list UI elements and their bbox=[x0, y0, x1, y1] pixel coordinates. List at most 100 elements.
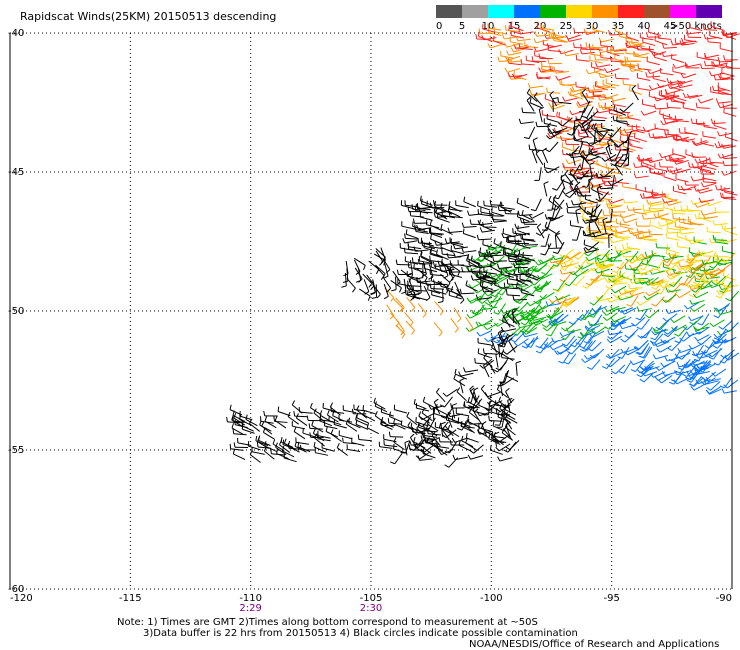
wind-barb bbox=[607, 126, 622, 138]
wind-barb bbox=[408, 444, 423, 451]
wind-barb bbox=[622, 218, 638, 224]
wind-barb bbox=[466, 416, 480, 428]
wind-barb bbox=[382, 277, 392, 293]
wind-barb bbox=[489, 261, 502, 274]
wind-barb bbox=[541, 110, 556, 118]
wind-barb bbox=[584, 194, 598, 204]
wind-barb bbox=[585, 275, 600, 286]
wind-barb bbox=[706, 226, 721, 234]
wind-barb bbox=[694, 158, 710, 164]
wind-barb bbox=[548, 215, 564, 222]
wind-barb bbox=[541, 264, 555, 276]
wind-barb bbox=[653, 52, 667, 62]
wind-barb bbox=[419, 211, 433, 221]
wind-barb bbox=[401, 221, 415, 230]
wind-barb bbox=[504, 208, 519, 215]
legend-label: 5 bbox=[459, 21, 465, 32]
wind-barb bbox=[478, 422, 492, 432]
wind-barb bbox=[633, 132, 648, 143]
wind-barb bbox=[505, 387, 512, 404]
wind-barb bbox=[640, 110, 657, 116]
wind-barb bbox=[676, 134, 690, 143]
wind-barb bbox=[477, 348, 491, 358]
wind-barb bbox=[709, 258, 723, 269]
legend-label: 30 bbox=[586, 21, 599, 32]
wind-barb bbox=[538, 106, 544, 123]
wind-barb bbox=[652, 258, 665, 271]
wind-barb bbox=[501, 202, 515, 210]
wind-barb bbox=[328, 415, 342, 426]
wind-barb bbox=[477, 200, 491, 211]
wind-barb bbox=[580, 203, 596, 209]
wind-barb bbox=[659, 153, 675, 159]
legend-swatch bbox=[696, 5, 722, 18]
wind-barb bbox=[574, 119, 580, 134]
wind-barb bbox=[560, 174, 566, 190]
wind-barb bbox=[579, 331, 596, 338]
wind-barb bbox=[444, 457, 459, 468]
wind-barb bbox=[429, 255, 444, 263]
wind-barb bbox=[293, 426, 306, 440]
wind-barb bbox=[519, 217, 535, 224]
wind-barb bbox=[721, 224, 737, 230]
wind-barb bbox=[692, 275, 707, 286]
wind-barb bbox=[654, 35, 668, 46]
wind-barb bbox=[435, 387, 446, 403]
wind-barb bbox=[577, 101, 593, 107]
wind-barb bbox=[493, 238, 506, 250]
wind-barb bbox=[599, 52, 614, 60]
wind-barb bbox=[374, 411, 387, 424]
wind-barb bbox=[232, 428, 247, 436]
wind-barb bbox=[682, 102, 697, 111]
wind-barb bbox=[390, 312, 400, 327]
wind-barb bbox=[712, 61, 728, 67]
wind-barb bbox=[663, 255, 676, 267]
wind-barb bbox=[391, 276, 397, 292]
wind-barb bbox=[702, 176, 717, 184]
wind-barb bbox=[355, 419, 369, 430]
wind-barb bbox=[649, 203, 664, 210]
wind-barb bbox=[554, 348, 570, 355]
wind-barbs bbox=[226, 21, 740, 468]
wind-barb bbox=[517, 322, 533, 329]
wind-barb bbox=[642, 126, 659, 132]
wind-barb bbox=[479, 227, 495, 233]
wind-barb bbox=[356, 412, 369, 424]
wind-barb bbox=[718, 60, 733, 69]
wind-barb bbox=[330, 429, 342, 442]
wind-barb bbox=[648, 85, 665, 91]
wind-barb bbox=[460, 421, 475, 429]
wind-barb bbox=[444, 441, 457, 454]
wind-barb bbox=[650, 328, 664, 341]
wind-barb bbox=[688, 247, 703, 257]
wind-barb bbox=[413, 246, 429, 252]
wind-barb bbox=[648, 132, 664, 139]
wind-barb bbox=[710, 118, 726, 125]
wind-barb bbox=[489, 445, 503, 455]
wind-barb bbox=[712, 338, 727, 349]
wind-barb bbox=[643, 234, 658, 242]
longitude-label: -100 bbox=[480, 593, 503, 604]
wind-barb bbox=[591, 62, 605, 71]
wind-barb bbox=[507, 256, 523, 263]
wind-barb bbox=[478, 400, 491, 411]
wind-barb bbox=[544, 221, 557, 235]
wind-barb bbox=[476, 330, 492, 337]
wind-barb bbox=[232, 448, 246, 461]
wind-barb bbox=[542, 147, 549, 164]
note-line-3: NOAA/NESDIS/Office of Research and Appli… bbox=[469, 639, 719, 650]
wind-barb bbox=[497, 205, 513, 212]
wind-barb bbox=[610, 315, 626, 323]
wind-barb bbox=[605, 348, 620, 359]
wind-barb bbox=[694, 369, 710, 375]
wind-barb bbox=[497, 56, 513, 63]
wind-barb bbox=[617, 346, 630, 359]
wind-barb bbox=[558, 351, 571, 364]
wind-barb bbox=[390, 452, 403, 465]
wind-barb bbox=[263, 410, 278, 417]
wind-barb bbox=[668, 113, 684, 121]
wind-barb bbox=[479, 359, 495, 369]
wind-barb bbox=[446, 267, 454, 283]
wind-barb bbox=[713, 354, 727, 366]
wind-barb bbox=[626, 40, 640, 50]
